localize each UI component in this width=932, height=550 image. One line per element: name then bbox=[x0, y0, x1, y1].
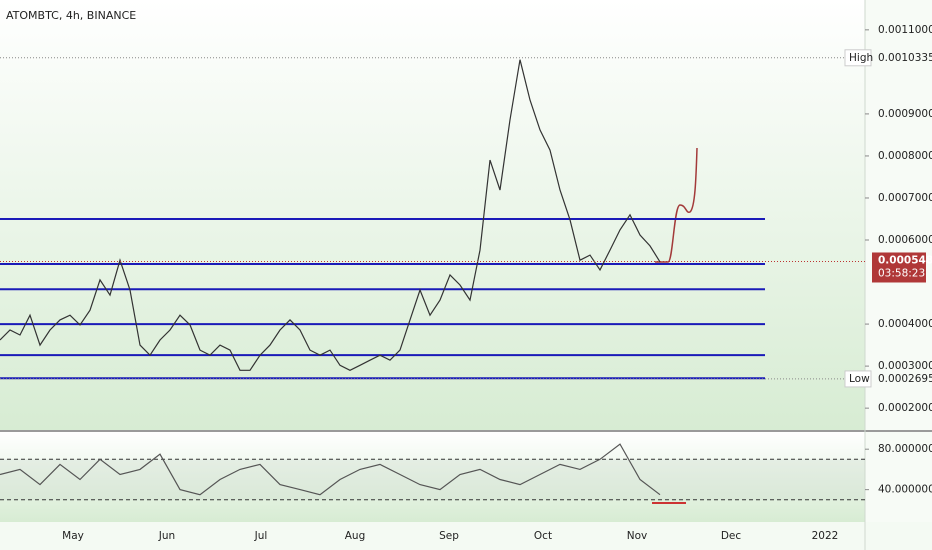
high-label: High bbox=[849, 52, 873, 64]
price-pane bbox=[0, 0, 865, 430]
time-axis bbox=[0, 522, 932, 550]
y-tick-label: 0.0007000 bbox=[878, 192, 932, 204]
rsi-line bbox=[0, 443, 661, 496]
x-tick-label: May bbox=[62, 530, 84, 542]
high-value: 0.0010335 bbox=[878, 52, 932, 64]
y-tick-label: 0.0009000 bbox=[878, 108, 932, 120]
y-tick-label: 0.0002000 bbox=[878, 402, 932, 414]
y-tick-label: 0.0003000 bbox=[878, 360, 932, 372]
projection-path bbox=[655, 147, 698, 263]
x-tick-label: Nov bbox=[627, 530, 648, 542]
low-label: Low bbox=[849, 373, 870, 385]
x-tick-label: Oct bbox=[534, 530, 552, 542]
x-tick-label: 2022 bbox=[812, 530, 839, 542]
x-tick-label: Dec bbox=[721, 530, 742, 542]
high-box bbox=[844, 49, 872, 67]
x-tick-label: Aug bbox=[345, 530, 366, 542]
y-tick-label: 0.0006000 bbox=[878, 234, 932, 246]
rsi-band bbox=[0, 459, 865, 500]
low-box bbox=[844, 370, 872, 388]
y-tick-label: 0.0011000 bbox=[878, 24, 932, 36]
countdown: 03:58:23 bbox=[878, 267, 925, 279]
last-price-label: 0.0005489 bbox=[878, 254, 932, 266]
x-tick-label: Jun bbox=[158, 530, 175, 542]
low-value: 0.0002695 bbox=[878, 373, 932, 385]
last-price-box bbox=[872, 252, 926, 283]
y-tick-label: 0.0008000 bbox=[878, 150, 932, 162]
rsi-tick-label: 80.0000000 bbox=[878, 443, 932, 455]
rsi-pane bbox=[0, 432, 865, 522]
x-tick-label: Jul bbox=[254, 530, 268, 542]
x-tick-label: Sep bbox=[439, 530, 459, 542]
chart-title: ATOMBTC, 4h, BINANCE bbox=[6, 9, 136, 22]
price-line bbox=[0, 59, 661, 371]
y-tick-label: 0.0004000 bbox=[878, 318, 932, 330]
rsi-tick-label: 40.0000000 bbox=[878, 484, 932, 496]
